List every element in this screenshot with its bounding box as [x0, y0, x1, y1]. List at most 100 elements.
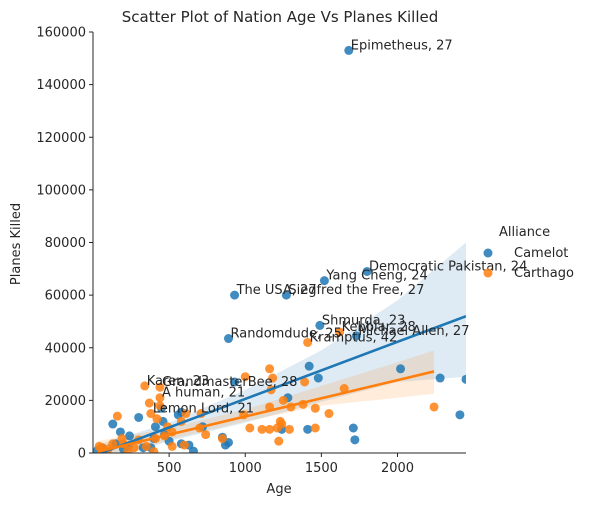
- data-point-series-0: [351, 331, 361, 341]
- data-point-series-0: [362, 266, 372, 276]
- chart-title: Scatter Plot of Nation Age Vs Planes Kil…: [122, 8, 439, 26]
- y-tick-label: 40000: [45, 341, 86, 356]
- x-tick-label: 2000: [381, 461, 414, 476]
- data-point-series-1: [303, 337, 313, 347]
- data-point-series-0: [223, 334, 233, 344]
- data-point-series-1: [429, 402, 439, 412]
- data-point-series-1: [265, 364, 275, 374]
- data-point-series-0: [344, 45, 354, 55]
- data-point-series-1: [144, 398, 154, 408]
- data-point-series-0: [348, 423, 358, 433]
- legend-marker-1: [483, 268, 493, 278]
- confidence-band-1: [97, 350, 435, 453]
- data-point-series-1: [272, 423, 282, 433]
- point-label: A human, 21: [162, 386, 245, 401]
- data-point-series-0: [350, 435, 360, 445]
- y-tick-label: 120000: [36, 131, 86, 146]
- data-point-series-1: [167, 441, 177, 451]
- x-tick-label: 1000: [229, 461, 262, 476]
- data-point-series-1: [149, 447, 159, 453]
- data-point-series-0: [230, 377, 240, 387]
- data-point-series-0: [315, 320, 325, 330]
- data-point-series-1: [140, 381, 150, 391]
- data-point-series-0: [108, 419, 118, 429]
- data-point-series-1: [141, 441, 151, 451]
- data-point-series-1: [181, 409, 191, 419]
- data-point-series-0: [303, 424, 313, 434]
- data-point-series-1: [201, 430, 211, 440]
- data-point-series-1: [217, 434, 227, 444]
- axes: 0 20000 40000 60000 80000 100000 120000 140000 1…: [36, 26, 466, 476]
- plot-contents: [93, 45, 466, 453]
- data-point-series-0: [125, 431, 135, 441]
- data-point-series-0: [281, 290, 291, 300]
- x-tick-label: 1500: [305, 461, 338, 476]
- x-tick-label: 500: [157, 461, 182, 476]
- data-point-series-0: [461, 374, 466, 384]
- data-point-series-1: [155, 393, 165, 403]
- data-point-series-1: [155, 382, 165, 392]
- point-label: The USA, 27: [236, 283, 317, 298]
- data-point-series-0: [230, 290, 240, 300]
- point-label: Siegfred the Free, 27: [288, 283, 424, 298]
- data-point-series-1: [310, 423, 320, 433]
- data-point-series-1: [324, 409, 334, 419]
- data-point-series-1: [112, 411, 122, 421]
- legend-label-0: Camelot: [514, 246, 568, 261]
- y-axis-title: Planes Killed: [9, 203, 24, 285]
- data-point-series-1: [300, 377, 310, 387]
- data-point-series-1: [240, 372, 250, 382]
- point-label: Karen, 23: [147, 374, 209, 389]
- legend-label-1: Carthago: [514, 266, 574, 281]
- y-tick-label: 20000: [45, 394, 86, 409]
- data-point-series-0: [304, 361, 314, 371]
- data-point-series-0: [319, 276, 329, 286]
- y-tick-label: 100000: [36, 183, 86, 198]
- data-point-series-1: [123, 445, 133, 453]
- data-point-series-0: [435, 373, 445, 383]
- legend: Alliance Camelot Carthago: [483, 225, 574, 281]
- point-label: Randomdude, 25: [230, 327, 341, 342]
- legend-marker-0: [483, 248, 493, 258]
- data-point-series-1: [268, 373, 278, 383]
- data-point-series-0: [134, 412, 144, 422]
- data-point-series-1: [265, 424, 275, 434]
- data-point-series-0: [455, 410, 465, 420]
- point-label: Yang Cheng, 24: [325, 269, 427, 284]
- data-point-series-0: [150, 422, 160, 432]
- data-point-series-1: [310, 403, 320, 413]
- x-axis-title: Age: [266, 482, 291, 497]
- y-tick-label: 140000: [36, 78, 86, 93]
- y-tick-label: 160000: [36, 26, 86, 41]
- regression-line-1: [97, 370, 435, 453]
- y-tick-label: 80000: [45, 236, 86, 251]
- data-point-series-0: [313, 373, 323, 383]
- data-point-series-1: [152, 414, 162, 424]
- data-point-series-0: [396, 364, 406, 374]
- data-point-series-1: [274, 436, 284, 446]
- data-point-series-1: [245, 423, 255, 433]
- data-point-series-1: [278, 395, 288, 405]
- data-point-series-1: [284, 424, 294, 434]
- point-label: Michael Allen, 27: [358, 324, 469, 339]
- data-point-series-1: [257, 424, 267, 434]
- regression-line-0: [97, 314, 466, 453]
- data-point-series-0: [188, 446, 198, 453]
- point-label: Lemon Lord, 21: [153, 402, 254, 417]
- y-tick-label: 0: [78, 447, 86, 462]
- data-point-series-1: [146, 409, 156, 419]
- data-point-series-1: [155, 401, 165, 411]
- data-point-series-1: [335, 327, 345, 337]
- y-tick-label: 60000: [45, 289, 86, 304]
- point-label: GrandmasterBee, 28: [162, 375, 297, 390]
- data-point-series-1: [179, 440, 189, 450]
- confidence-band-0: [97, 242, 466, 453]
- point-label: Kramptus, 42: [310, 330, 398, 345]
- data-point-series-1: [339, 384, 349, 394]
- point-label: Shmurda, 23: [322, 313, 406, 328]
- point-label: Epimetheus, 27: [351, 38, 453, 53]
- point-label: Kebblar, 28: [342, 320, 416, 335]
- legend-title: Alliance: [499, 225, 550, 240]
